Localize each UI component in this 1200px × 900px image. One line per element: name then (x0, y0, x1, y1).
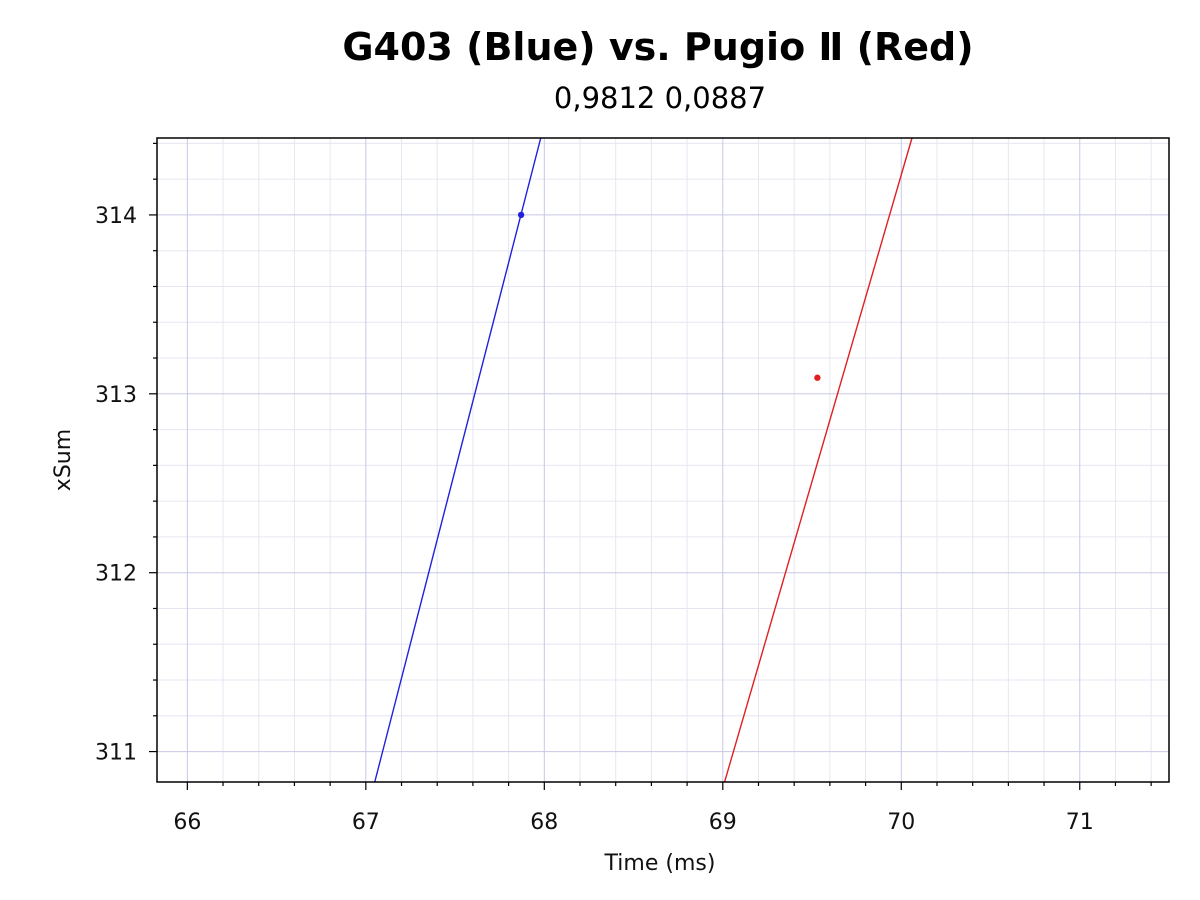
y-tick-label: 313 (95, 383, 137, 408)
x-tick-label: 71 (1066, 810, 1094, 835)
grid (157, 138, 1169, 782)
x-tick-label: 67 (352, 810, 380, 835)
x-axis-title: Time (ms) (604, 851, 716, 876)
series-2-point (814, 374, 821, 381)
y-tick-label: 312 (95, 562, 137, 587)
y-axis-title: xSum (51, 429, 76, 491)
y-tick-label: 311 (95, 741, 137, 766)
x-tick-label: 68 (530, 810, 558, 835)
x-tick-label: 66 (173, 810, 201, 835)
plot-area (156, 137, 1170, 783)
series-2-trend-line (723, 137, 913, 783)
chart-subtitle: 0,9812 0,0887 (554, 81, 766, 115)
x-tick-label: 69 (709, 810, 737, 835)
plot-series (374, 137, 913, 783)
x-tick-label: 70 (887, 810, 915, 835)
series-1-point (517, 211, 525, 219)
series-1-trend-line (374, 137, 542, 783)
axes: 66 67 68 69 70 71 311 312 313 314 (95, 142, 1152, 835)
y-tick-label: 314 (95, 204, 137, 229)
chart-title: G403 (Blue) vs. Pugio Ⅱ (Red) (342, 25, 973, 69)
